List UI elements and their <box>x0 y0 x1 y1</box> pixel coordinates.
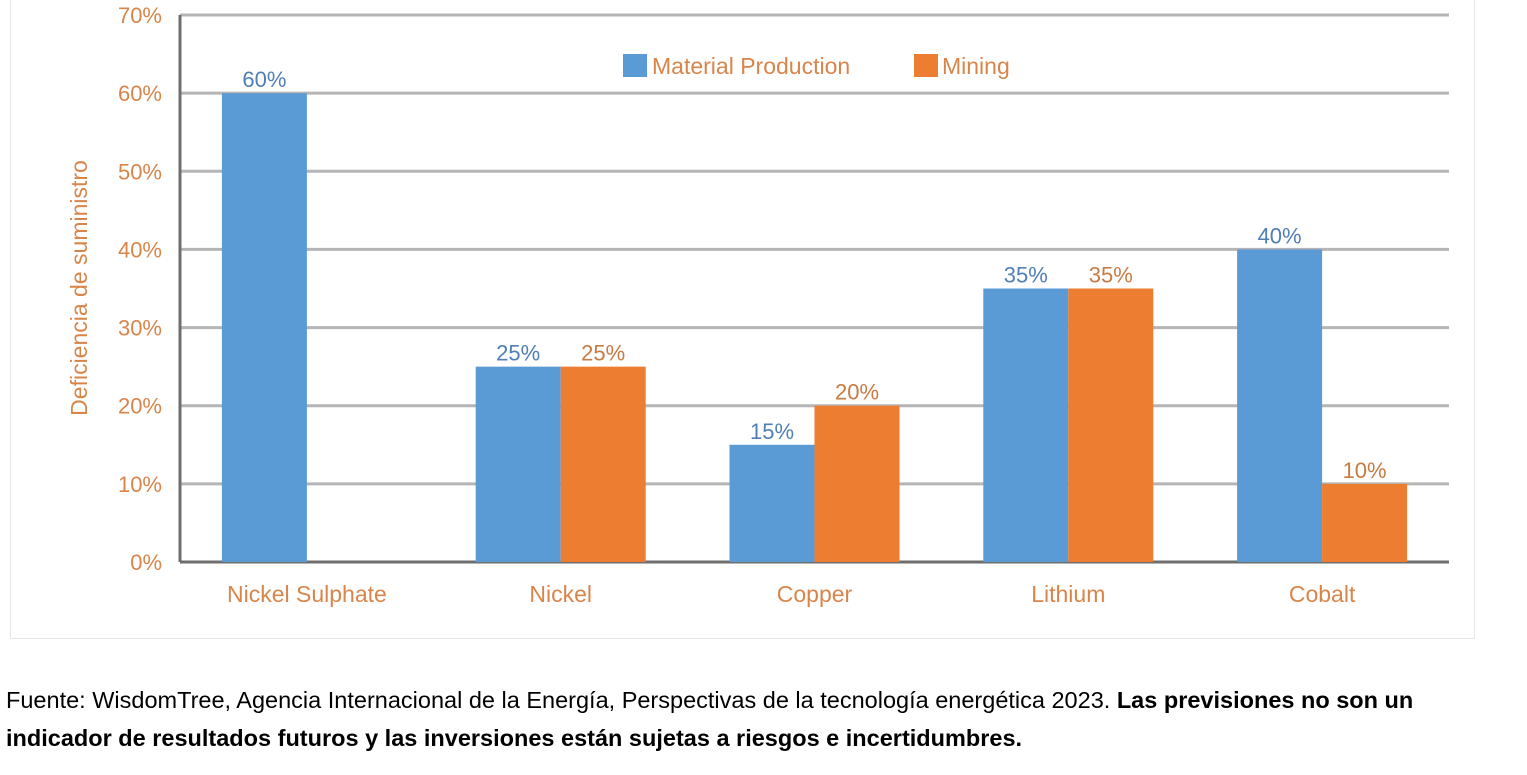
bar-mining <box>1068 288 1154 562</box>
x-category-label: Nickel Sulphate <box>227 581 387 607</box>
legend-label: Material Production <box>652 53 850 79</box>
bar-mining <box>814 405 900 562</box>
bar-mining <box>560 366 646 562</box>
x-category-label: Copper <box>777 581 853 607</box>
data-label: 20% <box>835 380 879 405</box>
y-tick-label: 20% <box>118 394 162 419</box>
bar-material-production <box>1237 249 1323 562</box>
bar-mining <box>1322 483 1408 562</box>
data-label: 25% <box>496 341 540 366</box>
x-category-label: Cobalt <box>1289 581 1356 607</box>
legend-swatch <box>623 54 647 77</box>
y-axis-title: Deficiencia de suministro <box>66 160 92 416</box>
chart-panel: 0% 10% 20% 30% 40% 50% 60% 70% Deficiencia de su… <box>10 0 1475 639</box>
data-label: 10% <box>1343 458 1387 483</box>
data-label: 25% <box>581 341 625 366</box>
y-tick-label: 70% <box>118 3 162 28</box>
data-label: 35% <box>1089 263 1133 288</box>
y-tick-label: 40% <box>118 237 162 262</box>
bar-material-production <box>983 288 1069 562</box>
bar-material-production <box>475 366 561 562</box>
y-tick-label: 50% <box>118 159 162 184</box>
data-label: 40% <box>1258 223 1302 248</box>
caption-source-text: Fuente: WisdomTree, Agencia Internaciona… <box>6 687 1117 713</box>
bar-material-production <box>221 93 307 563</box>
y-tick-label: 30% <box>118 316 162 341</box>
y-tick-label: 0% <box>130 550 162 575</box>
data-label: 35% <box>1004 263 1048 288</box>
y-tick-label: 60% <box>118 81 162 106</box>
bar-material-production <box>729 444 815 562</box>
legend-swatch <box>914 54 938 77</box>
source-caption: Fuente: WisdomTree, Agencia Internaciona… <box>6 681 1521 757</box>
caption-disclaimer-text: Las previsiones no son un indicador de r… <box>6 687 1414 751</box>
x-category-label: Lithium <box>1031 581 1105 607</box>
data-label: 15% <box>750 419 794 444</box>
x-category-label: Nickel <box>529 581 592 607</box>
data-label: 60% <box>242 67 286 92</box>
y-tick-label: 10% <box>118 472 162 497</box>
bar-chart: 0% 10% 20% 30% 40% 50% 60% 70% Deficiencia de su… <box>66 3 1449 607</box>
legend-label: Mining <box>942 53 1010 79</box>
